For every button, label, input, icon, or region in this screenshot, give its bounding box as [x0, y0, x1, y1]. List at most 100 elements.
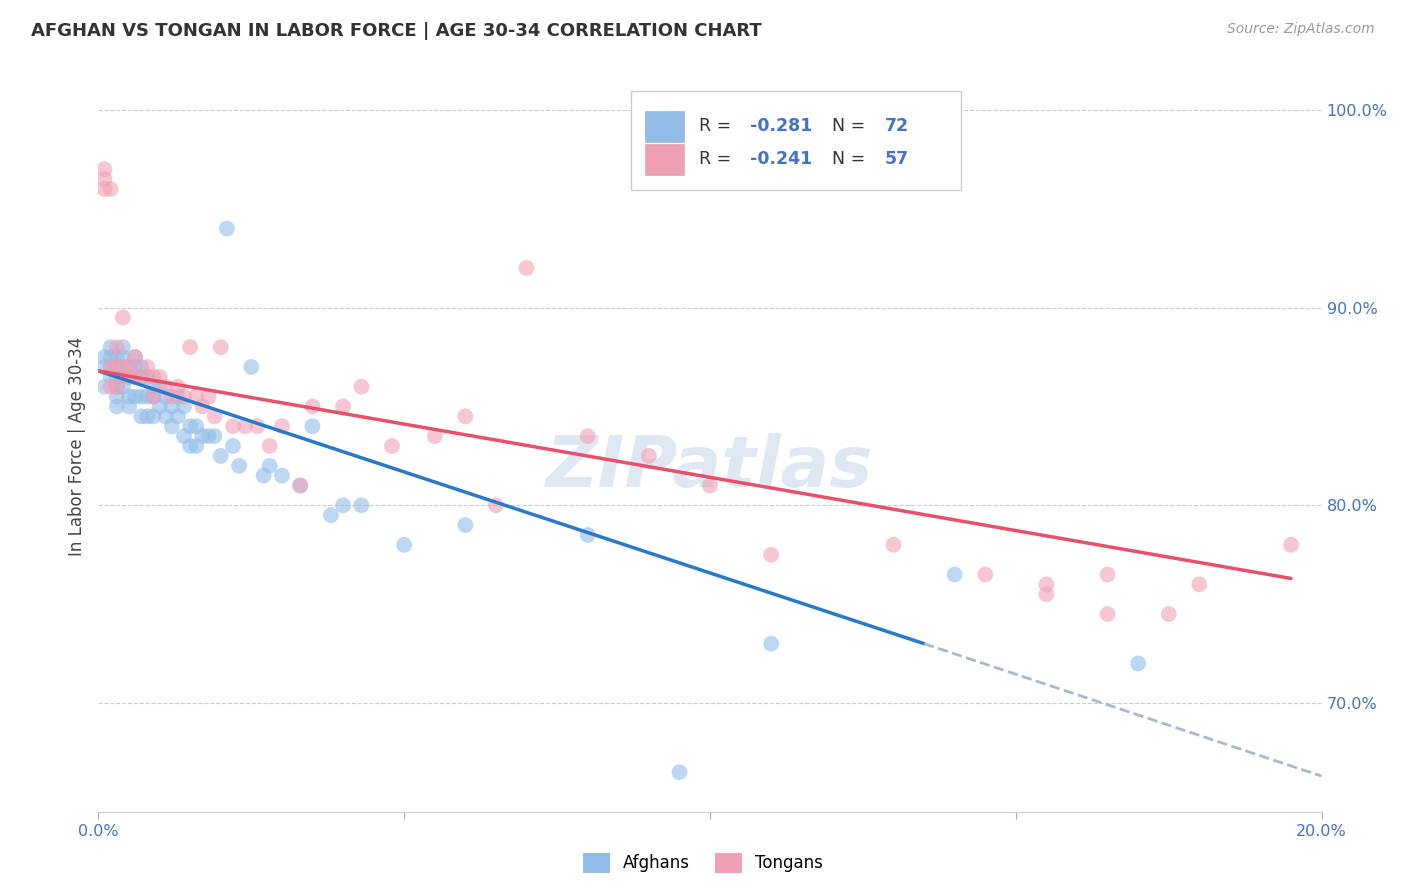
- Point: [259, 458, 281, 473]
- Point: [637, 449, 661, 463]
- Text: Source: ZipAtlas.com: Source: ZipAtlas.com: [1227, 22, 1375, 37]
- Point: [124, 350, 146, 364]
- Point: [173, 429, 195, 443]
- Point: [301, 400, 323, 414]
- Point: [381, 439, 404, 453]
- Point: [668, 765, 690, 780]
- Text: R =: R =: [699, 150, 737, 169]
- Point: [105, 390, 128, 404]
- Point: [197, 390, 219, 404]
- Point: [124, 369, 146, 384]
- Point: [111, 350, 134, 364]
- Point: [142, 380, 165, 394]
- Point: [129, 359, 152, 374]
- Text: -0.281: -0.281: [751, 118, 813, 136]
- Point: [105, 380, 128, 394]
- Point: [173, 390, 195, 404]
- Point: [100, 359, 122, 374]
- FancyBboxPatch shape: [630, 91, 960, 190]
- Point: [129, 369, 152, 384]
- Point: [222, 439, 245, 453]
- Point: [118, 400, 141, 414]
- Point: [191, 400, 214, 414]
- Point: [100, 340, 122, 354]
- Point: [222, 419, 245, 434]
- Point: [1279, 538, 1302, 552]
- Text: N =: N =: [821, 150, 872, 169]
- Point: [142, 390, 165, 404]
- Text: ZIPatlas: ZIPatlas: [547, 434, 873, 502]
- Point: [142, 369, 165, 384]
- Point: [179, 419, 201, 434]
- Point: [319, 508, 342, 523]
- Point: [173, 400, 195, 414]
- Point: [118, 369, 141, 384]
- Point: [167, 390, 190, 404]
- Point: [485, 498, 508, 512]
- Point: [576, 429, 599, 443]
- Point: [179, 340, 201, 354]
- Point: [118, 369, 141, 384]
- Point: [142, 390, 165, 404]
- Point: [759, 548, 782, 562]
- Point: [160, 419, 183, 434]
- Point: [1035, 577, 1057, 591]
- Point: [155, 380, 177, 394]
- Text: 57: 57: [884, 150, 910, 169]
- Point: [124, 350, 146, 364]
- Point: [883, 538, 905, 552]
- Point: [149, 380, 172, 394]
- Point: [209, 449, 232, 463]
- Point: [105, 350, 128, 364]
- Point: [136, 369, 159, 384]
- Point: [160, 400, 183, 414]
- Point: [186, 390, 208, 404]
- Point: [191, 429, 214, 443]
- Point: [136, 390, 159, 404]
- Point: [576, 528, 599, 542]
- Point: [974, 567, 997, 582]
- Point: [93, 172, 115, 186]
- Point: [149, 400, 172, 414]
- Point: [332, 498, 354, 512]
- Point: [149, 369, 172, 384]
- Point: [1097, 567, 1119, 582]
- Point: [179, 439, 201, 453]
- Point: [118, 390, 141, 404]
- Point: [233, 419, 256, 434]
- Point: [228, 458, 250, 473]
- Point: [270, 419, 292, 434]
- Point: [167, 409, 190, 424]
- Point: [350, 380, 373, 394]
- Text: R =: R =: [699, 118, 737, 136]
- Point: [129, 369, 152, 384]
- Point: [270, 468, 292, 483]
- Point: [1097, 607, 1119, 621]
- Point: [301, 419, 323, 434]
- Legend: Afghans, Tongans: Afghans, Tongans: [576, 847, 830, 880]
- Point: [129, 409, 152, 424]
- Text: 72: 72: [884, 118, 910, 136]
- Point: [167, 380, 190, 394]
- Point: [1128, 657, 1150, 671]
- Point: [105, 400, 128, 414]
- Point: [93, 182, 115, 196]
- Text: -0.241: -0.241: [751, 150, 813, 169]
- Point: [209, 340, 232, 354]
- Point: [93, 162, 115, 177]
- Point: [111, 380, 134, 394]
- Point: [454, 518, 477, 533]
- FancyBboxPatch shape: [645, 144, 685, 175]
- Point: [111, 310, 134, 325]
- Point: [699, 478, 721, 492]
- Point: [93, 350, 115, 364]
- Point: [160, 390, 183, 404]
- Point: [252, 468, 274, 483]
- Point: [290, 478, 312, 492]
- Point: [105, 369, 128, 384]
- Point: [124, 390, 146, 404]
- Point: [111, 340, 134, 354]
- Point: [136, 359, 159, 374]
- Point: [290, 478, 312, 492]
- Point: [197, 429, 219, 443]
